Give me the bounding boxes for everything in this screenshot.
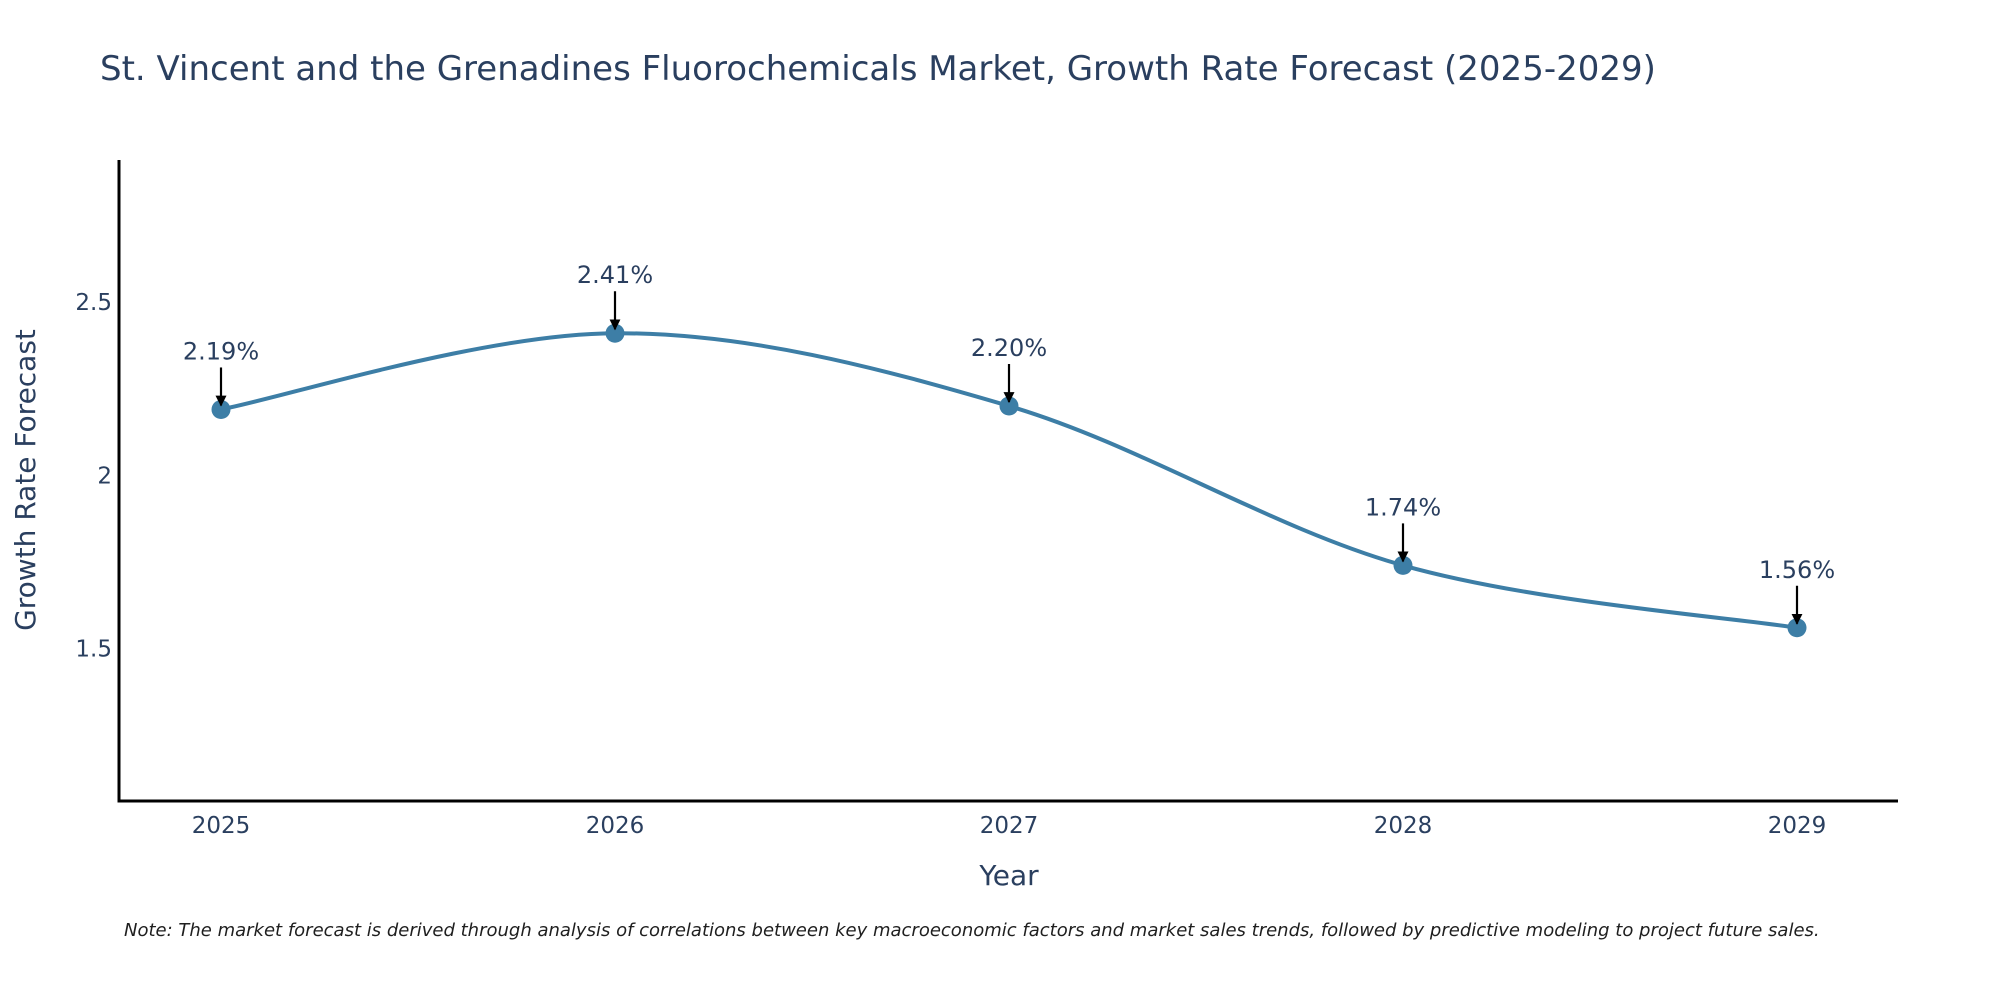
x-tick-label: 2025	[192, 813, 251, 839]
x-tick-label: 2029	[1768, 813, 1827, 839]
y-tick-label: 2	[97, 463, 112, 489]
data-label-2029: 1.56%	[1759, 556, 1835, 584]
y-axis-title: Growth Rate Forecast	[9, 329, 42, 631]
data-label-2028: 1.74%	[1365, 493, 1441, 521]
plot-area: 1.5 2 2.5 2025 2026 2027 2028 2029 2.19% 2.41% 2.2…	[75, 160, 1898, 839]
data-label-2026: 2.41%	[577, 261, 653, 289]
y-tick-label: 2.5	[75, 290, 112, 316]
x-axis-title: Year	[978, 859, 1039, 892]
y-tick-label: 1.5	[75, 637, 112, 663]
x-tick-label: 2026	[586, 813, 645, 839]
data-label-2027: 2.20%	[971, 334, 1047, 362]
data-label-2025: 2.19%	[183, 337, 259, 365]
chart-title: St. Vincent and the Grenadines Fluoroche…	[100, 49, 1656, 89]
x-tick-label: 2028	[1374, 813, 1433, 839]
forecast-note: Note: The market forecast is derived thr…	[124, 920, 1820, 941]
x-tick-label: 2027	[980, 813, 1039, 839]
